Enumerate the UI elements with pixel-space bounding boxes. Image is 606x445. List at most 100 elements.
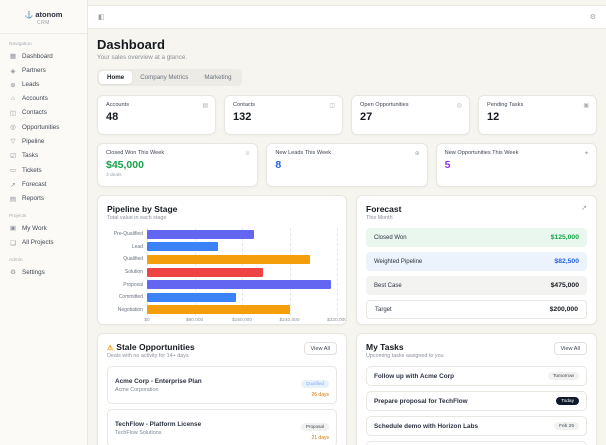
forecast-value: $200,000 (549, 306, 578, 313)
forecast-subtitle: This Month (366, 215, 393, 221)
task-title: Prepare proposal for TechFlow (374, 397, 468, 405)
partners-icon: ◈ (10, 67, 16, 75)
theme-toggle-icon[interactable]: ⚙ (589, 14, 596, 21)
sidebar-item-my-work[interactable]: ▣ My Work (0, 221, 87, 235)
tasks-icon: ☑ (10, 152, 16, 160)
sidebar-item-reports[interactable]: ▤ Reports (0, 192, 87, 206)
forecast-label: Best Case (374, 282, 402, 289)
tab-bar: Home Company Metrics Marketing (97, 69, 242, 86)
forecast-icon: ↗ (10, 181, 16, 189)
tab-company-metrics[interactable]: Company Metrics (140, 74, 189, 81)
forecast-label: Closed Won (374, 234, 407, 241)
stat-card-row: Accounts 48 ▤ Contacts 132 ◫ Open Opport… (97, 95, 597, 135)
sidebar-item-partners[interactable]: ◈ Partners (0, 63, 87, 77)
due-badge: Feb 25 (554, 422, 579, 430)
pipeline-icon: ▽ (10, 138, 16, 146)
trending-up-icon: ↗ (581, 205, 587, 212)
sidebar-item-label: Reports (22, 195, 45, 203)
task-title: Follow up with Acme Corp (374, 372, 454, 380)
sidebar-item-label: Leads (22, 81, 40, 89)
forecast-value: $82,500 (554, 258, 579, 265)
sidebar-section-projects: Projects (9, 214, 27, 220)
forecast-label: Weighted Pipeline (374, 258, 423, 265)
chart-bar-row (147, 266, 337, 279)
closed-won-card: Closed Won This Week $45,000 3 deals ♕ (97, 143, 259, 187)
tasks-list: Follow up with Acme Corp Tomorrow Prepar… (366, 366, 587, 445)
days-stale: 21 days (311, 435, 329, 441)
sidebar-item-label: Pipeline (22, 137, 45, 145)
forecast-panel: Forecast This Month ↗ Closed Won $125,00… (356, 195, 597, 325)
sidebar-item-pipeline[interactable]: ▽ Pipeline (0, 134, 87, 148)
chart-category-label: Committed (118, 294, 143, 301)
chart-bar-qualified (147, 254, 311, 264)
chart-axis-tick: $80,000 (185, 318, 204, 324)
tab-home[interactable]: Home (99, 71, 133, 84)
chart-bar-row (147, 253, 337, 266)
stale-list: Acme Corp - Enterprise Plan Acme Corporat… (107, 366, 337, 445)
sidebar-item-dashboard[interactable]: ▦ Dashboard (0, 49, 87, 63)
sidebar-item-opportunities[interactable]: ◎ Opportunities (0, 120, 87, 134)
task-item[interactable]: Schedule demo with Horizon Labs Feb 25 (366, 416, 587, 436)
task-item[interactable]: Review contract terms - Pinnacle Feb 27 (366, 441, 587, 445)
sidebar-item-label: Forecast (22, 181, 47, 189)
page-subtitle: Your sales overview at a glance. (97, 54, 188, 61)
stale-item[interactable]: Acme Corp - Enterprise Plan Acme Corporat… (107, 366, 337, 404)
chart-bar-lead (147, 242, 219, 252)
weekly-subtext: 3 deals (106, 173, 122, 178)
chart-bar-committed (147, 292, 237, 302)
due-badge: Today (556, 397, 579, 405)
weekly-value: $45,000 (106, 159, 144, 171)
sidebar-item-all-projects[interactable]: ❏ All Projects (0, 236, 87, 250)
sidebar-item-tickets[interactable]: ▭ Tickets (0, 163, 87, 177)
forecast-row-target: Target $200,000 (366, 300, 587, 319)
chart-category-labels: Pre-Qualified Lead Qualified Solution Propos… (107, 228, 147, 316)
stale-item[interactable]: TechFlow - Platform License TechFlow Solu… (107, 409, 337, 445)
chart-bar-pre-qualified (147, 229, 254, 239)
stat-card-contacts: Contacts 132 ◫ (224, 95, 343, 135)
weekly-value: 8 (275, 159, 282, 171)
page-title: Dashboard (97, 37, 165, 52)
tasks-view-all-button[interactable]: View All (553, 342, 587, 355)
settings-icon: ⚙ (10, 269, 16, 277)
sidebar-item-label: Settings (22, 268, 45, 276)
sidebar-item-leads[interactable]: ⊕ Leads (0, 78, 87, 92)
opportunities-icon: ◎ (10, 124, 16, 132)
chart-category-label: Proposal (123, 281, 143, 288)
task-item[interactable]: Follow up with Acme Corp Tomorrow (366, 366, 587, 386)
contacts-icon: ◫ (9, 109, 17, 117)
sidebar-item-label: Partners (22, 67, 46, 75)
opportunity-company: TechFlow Solutions (115, 429, 162, 436)
chart-subtitle: Total value in each stage (107, 215, 167, 221)
chart-bar-row (147, 241, 337, 254)
sidebar-toggle-icon[interactable]: ◧ (98, 14, 105, 21)
clipboard-icon: ▣ (583, 103, 589, 109)
accounts-icon: ⌂ (11, 95, 15, 103)
reports-icon: ▤ (9, 195, 17, 203)
sidebar-item-label: Contacts (22, 109, 47, 117)
sidebar-item-settings[interactable]: ⚙ Settings (0, 265, 87, 279)
weekly-card-row: Closed Won This Week $45,000 3 deals ♕ N… (97, 143, 597, 187)
sidebar-section-admin: Admin (9, 257, 23, 263)
weekly-label: Closed Won This Week (106, 150, 165, 156)
sidebar-item-contacts[interactable]: ◫ Contacts (0, 106, 87, 120)
task-item[interactable]: Prepare proposal for TechFlow Today (366, 391, 587, 411)
opportunity-company: Acme Corporation (115, 386, 159, 393)
forecast-row-weighted-pipeline: Weighted Pipeline $82,500 (366, 252, 587, 271)
briefcase-icon: ▤ (202, 103, 208, 109)
stat-value: 27 (360, 111, 373, 123)
chart-bar-proposal (147, 280, 332, 290)
dashboard-icon: ▦ (9, 53, 17, 61)
sidebar-item-label: Accounts (22, 95, 48, 103)
sidebar-item-forecast[interactable]: ↗ Forecast (0, 177, 87, 191)
user-plus-icon: ⊕ (414, 151, 420, 157)
chart-gridline (337, 228, 338, 317)
sidebar: ⚓ atonom CRM Navigation ▦ Dashboard ◈ Part… (0, 0, 88, 445)
sidebar-item-tasks[interactable]: ☑ Tasks (0, 149, 87, 163)
stat-card-open-opportunities: Open Opportunities 27 ◎ (351, 95, 470, 135)
stale-view-all-button[interactable]: View All (303, 342, 337, 355)
tab-marketing[interactable]: Marketing (204, 74, 232, 81)
stage-badge: Qualified (300, 379, 329, 388)
sidebar-item-accounts[interactable]: ⌂ Accounts (0, 92, 87, 105)
forecast-title: Forecast (366, 204, 402, 214)
chart-bar-row (147, 228, 337, 241)
